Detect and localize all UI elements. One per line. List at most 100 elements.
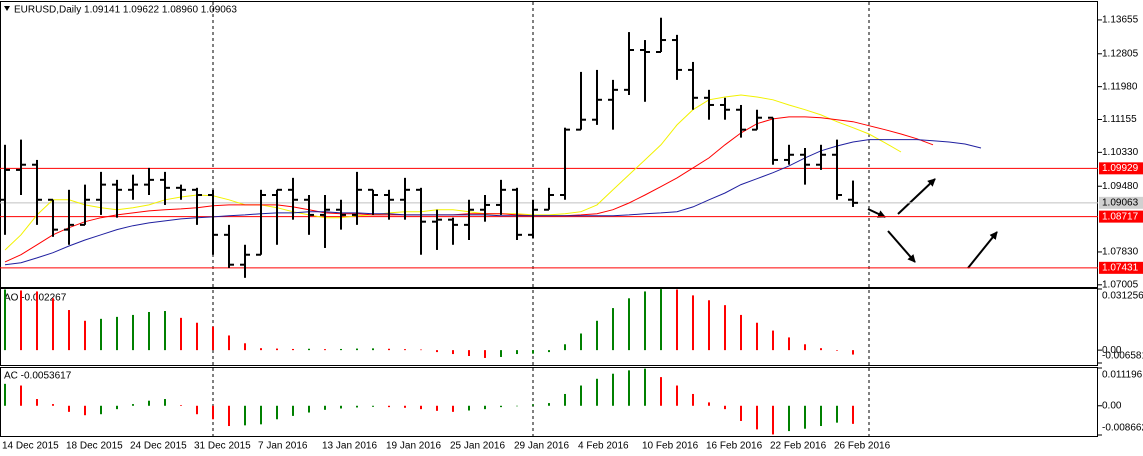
y-tick-label: 0.031256	[1102, 291, 1143, 302]
histogram-bar	[292, 348, 294, 351]
histogram-bar	[388, 405, 390, 408]
histogram-bar	[548, 350, 550, 353]
level-label-bg	[1099, 210, 1143, 223]
last-price-label-bg	[1099, 196, 1143, 209]
histogram-bar	[324, 349, 326, 351]
histogram-bar	[596, 320, 598, 351]
x-tick-label: 18 Dec 2015	[66, 441, 123, 452]
arrows	[867, 178, 998, 269]
histogram-bar	[356, 405, 358, 408]
histogram-bar	[580, 385, 582, 406]
histogram-bar	[484, 405, 486, 410]
arrow	[897, 178, 936, 215]
histogram-bar	[132, 404, 134, 406]
histogram-bar	[660, 377, 662, 406]
histogram-bar	[676, 385, 678, 406]
histogram-bar	[132, 314, 134, 351]
histogram-bar	[308, 405, 310, 413]
histogram-bar	[244, 343, 246, 351]
histogram-bar	[564, 393, 566, 406]
y-tick-label: 1.07005	[1102, 279, 1139, 290]
histogram-bar	[4, 383, 6, 406]
histogram-bar	[436, 405, 438, 411]
histogram-bar	[180, 317, 182, 351]
histogram-bar	[532, 350, 534, 354]
y-tick-label: 1.11155	[1102, 114, 1137, 125]
histogram-bar	[788, 405, 790, 432]
histogram-bar	[564, 344, 566, 351]
histogram-bar	[436, 350, 438, 353]
histogram-bar	[244, 405, 246, 426]
y-tick-label: 1.07830	[1102, 247, 1139, 258]
histogram-bar	[84, 320, 86, 351]
histogram-bar	[516, 350, 518, 355]
main-panel	[0, 1, 1098, 288]
y-tick-label: -0.006581	[1102, 351, 1143, 362]
y-tick-label: 1.10330	[1102, 147, 1139, 158]
histogram-bar	[820, 348, 822, 351]
histogram-bar	[660, 289, 662, 351]
histogram-bar	[68, 310, 70, 351]
histogram-bar	[372, 348, 374, 351]
histogram-bar	[84, 405, 86, 416]
histogram-bar	[708, 300, 710, 351]
arrow	[887, 230, 916, 263]
histogram-bar	[20, 385, 22, 406]
ac-title: AC -0.0053617	[4, 371, 72, 382]
histogram-bar	[52, 298, 54, 351]
x-tick-label: 10 Feb 2016	[642, 441, 699, 452]
histogram-bar	[644, 291, 646, 351]
histogram-bar	[164, 399, 166, 406]
histogram-bar	[516, 405, 518, 407]
histogram-bar	[100, 318, 102, 351]
x-tick-label: 25 Jan 2016	[450, 441, 505, 452]
moving-average-line	[4, 139, 982, 266]
x-tick-label: 29 Jan 2016	[514, 441, 569, 452]
histogram-bar	[340, 348, 342, 351]
histogram-bar	[452, 350, 454, 355]
level-label-bg	[1099, 261, 1143, 274]
x-tick-label: 19 Jan 2016	[386, 441, 441, 452]
histogram-bar	[724, 305, 726, 351]
level-label: 1.09929	[1102, 163, 1139, 174]
x-tick-label: 26 Feb 2016	[834, 441, 891, 452]
histogram-bar	[276, 405, 278, 420]
histogram-bar	[260, 405, 262, 425]
histogram-bar	[532, 404, 534, 406]
histogram-bar	[644, 368, 646, 406]
histogram-bar	[68, 405, 70, 412]
level-label: 1.07431	[1102, 262, 1139, 273]
histogram-bar	[116, 316, 118, 351]
histogram-bar	[260, 348, 262, 351]
ac-panel	[0, 367, 1098, 437]
histogram-bar	[404, 349, 406, 351]
histogram-bar	[340, 405, 342, 409]
histogram-bar	[20, 290, 22, 351]
histogram-bar	[836, 350, 838, 351]
histogram-bar	[692, 393, 694, 406]
histogram-bar	[212, 326, 214, 351]
ao-title: AO -0.002267	[4, 293, 67, 304]
histogram-bar	[276, 348, 278, 351]
histogram-bar	[756, 322, 758, 351]
histogram-bar	[228, 335, 230, 351]
histogram-bar	[756, 405, 758, 430]
title-icon	[4, 6, 10, 11]
chart-title: EURUSD,Daily 1.09141 1.09622 1.08960 1.0…	[14, 5, 237, 16]
y-tick-label: 0.011196	[1102, 370, 1143, 381]
y-tick-label: 1.12805	[1102, 48, 1139, 59]
y-tick-label: 1.09480	[1102, 181, 1139, 192]
histogram-bar	[452, 405, 454, 412]
histogram-bar	[596, 378, 598, 406]
last-price-label: 1.09063	[1102, 197, 1139, 208]
histogram-bar	[676, 289, 678, 351]
histogram-bar	[148, 400, 150, 406]
arrow	[967, 231, 998, 269]
histogram-bar	[468, 405, 470, 411]
x-tick-label: 4 Feb 2016	[578, 441, 629, 452]
histogram-bar	[388, 348, 390, 351]
histogram-bar	[740, 405, 742, 421]
arrow	[867, 208, 886, 218]
histogram-bar	[36, 291, 38, 351]
